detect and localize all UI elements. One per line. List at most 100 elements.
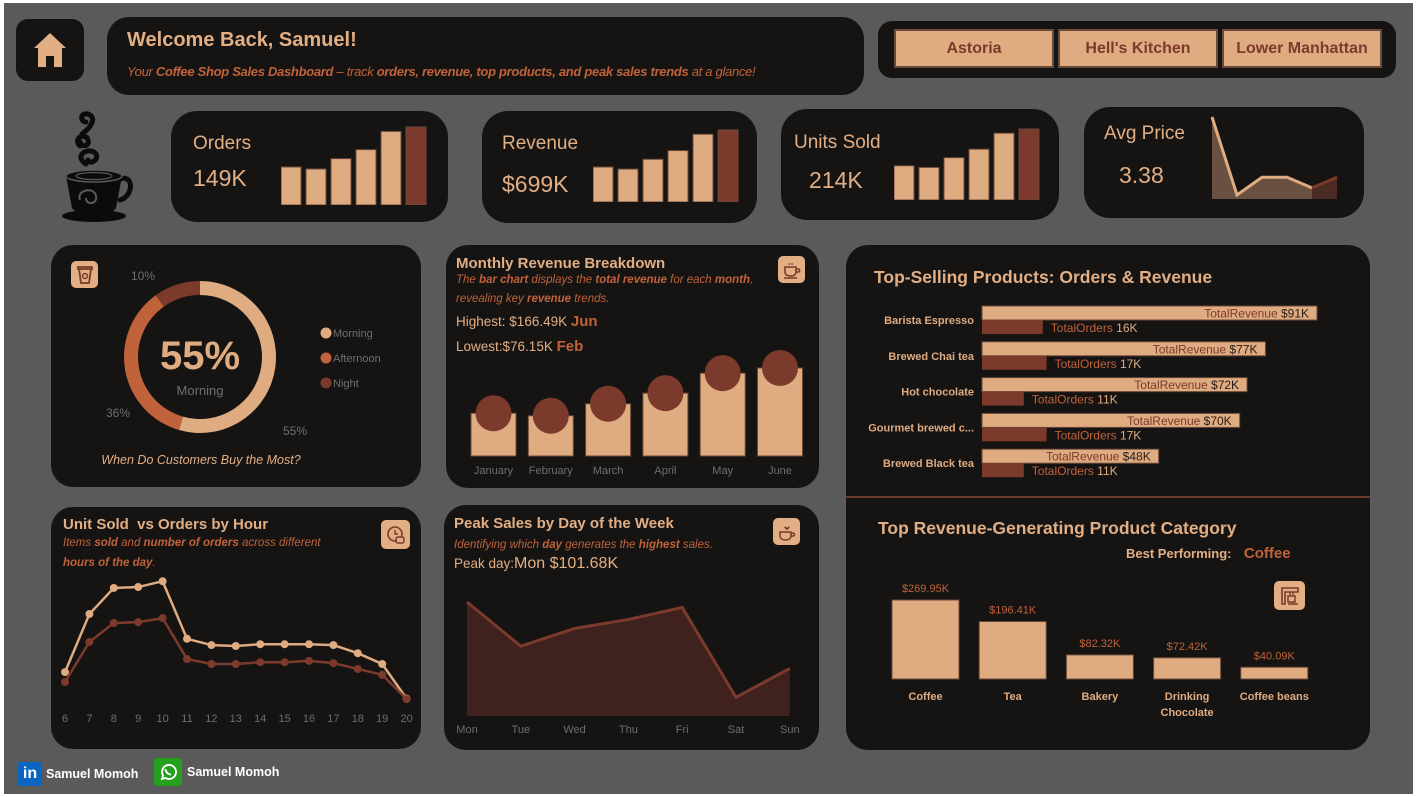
desc-text: Identifying which (454, 539, 543, 551)
avg-price-trend-chart (1210, 116, 1338, 199)
hourly-data-point (231, 660, 240, 668)
monthly-title: Monthly Revenue Breakdown (456, 255, 666, 272)
kpi-avg-price-card: Avg Price 3.38 (1084, 107, 1364, 218)
orders-series-name: TotalOrders (1055, 357, 1120, 371)
welcome-title: Welcome Back, Samuel! (127, 29, 357, 51)
location-slicer: Astoria Hell's Kitchen Lower Manhattan (878, 21, 1396, 78)
weekday-description: Identifying which day generates the high… (454, 537, 713, 553)
peak-label: Peak day: (454, 556, 515, 571)
hourly-data-point (256, 658, 265, 667)
orders-trend-bar (281, 166, 302, 205)
revenue-trend-bar (717, 129, 739, 202)
product-label: Barista Espresso (884, 315, 974, 327)
desc-text: Items (63, 537, 95, 549)
hourly-data-point (280, 658, 289, 667)
subtitle-text: – track (333, 64, 377, 79)
category-bar (1153, 657, 1222, 680)
hourly-data-point (353, 664, 362, 673)
location-button-lower-manhattan[interactable]: Lower Manhattan (1222, 29, 1382, 68)
category-label: Coffee beans (1240, 691, 1309, 703)
hourly-data-point (183, 634, 191, 643)
hourly-data-point (305, 656, 313, 665)
month-label: April (654, 465, 676, 477)
lowest-label: Lowest: (456, 339, 503, 354)
hourly-data-point (134, 583, 143, 592)
peak-day: Peak day:Mon $101.68K (454, 555, 618, 573)
orders-value: 16K (1116, 321, 1137, 335)
desc-text: day (542, 539, 563, 551)
home-button[interactable] (16, 19, 84, 81)
monthly-revenue-chart: January February March April May June (470, 350, 803, 477)
highest-month: Jun (570, 313, 598, 330)
desc-text: sold (94, 537, 118, 549)
avg-price-line (1210, 116, 1313, 198)
units-trend-bar (918, 166, 940, 200)
welcome-subtitle: Your Coffee Shop Sales Dashboard – track… (127, 64, 756, 79)
avg-price-line-latest (1311, 175, 1338, 190)
location-button-astoria[interactable]: Astoria (894, 29, 1054, 68)
desc-text: trends. (571, 293, 610, 305)
monthly-bar-cap (704, 355, 741, 392)
linkedin-link[interactable]: in Samuel Momoh (18, 762, 138, 786)
day-label: Sun (780, 724, 800, 736)
hour-label: 13 (230, 713, 242, 725)
orders-trend-bar (380, 130, 402, 205)
units-trend-bar (1018, 128, 1040, 200)
hourly-data-point (231, 642, 240, 650)
desc-text: total revenue (595, 274, 667, 286)
revenue-value: $77K (1229, 342, 1257, 356)
top-products-bar-chart: Barista Espresso TotalRevenue $91K TotalOr… (868, 305, 1318, 478)
revenue-series-name: TotalRevenue (1204, 307, 1281, 321)
day-label: Wed (563, 724, 585, 736)
heart-coffee-badge-icon (773, 518, 800, 545)
hourly-data-point (158, 614, 167, 623)
revenue-data-label: TotalRevenue $91K (1204, 307, 1309, 321)
monthly-lowest: Lowest:$76.15K Feb (456, 338, 583, 355)
orders-trend-bar (405, 126, 427, 205)
kpi-units-label: Units Sold (794, 132, 881, 153)
hourly-data-point (305, 640, 313, 649)
hourly-description: Items sold and number of orders across d… (63, 533, 363, 573)
linkedin-icon: in (18, 762, 42, 786)
whatsapp-link[interactable]: Samuel Momoh (154, 758, 279, 786)
revenue-value: $91K (1281, 307, 1309, 321)
location-button-hells-kitchen[interactable]: Hell's Kitchen (1058, 29, 1218, 68)
desc-text: revealing key (456, 293, 527, 305)
hour-label: 8 (111, 713, 117, 725)
revenue-data-label: TotalRevenue $70K (1127, 414, 1232, 428)
category-label: Bakery (1082, 691, 1120, 703)
coffee-machine-badge-icon (1274, 581, 1305, 610)
hourly-data-point (378, 660, 387, 668)
revenue-series-name: TotalRevenue (1046, 450, 1123, 464)
month-label: June (768, 465, 792, 477)
revenue-value: $48K (1123, 450, 1151, 464)
orders-data-label: TotalOrders 17K (1055, 428, 1142, 442)
day-label: Fri (676, 724, 689, 736)
top-products-title: Top-Selling Products: Orders & Revenue (874, 267, 1213, 287)
revenue-data-label: TotalRevenue $48K (1046, 450, 1151, 464)
category-label: Drinking Chocolate (1161, 691, 1214, 719)
hourly-data-point (353, 649, 362, 658)
kpi-units-card: Units Sold 214K (781, 109, 1059, 220)
monthly-bar-cap (590, 385, 627, 422)
monthly-bar-cap (762, 350, 798, 386)
hourly-data-point (329, 659, 338, 668)
kpi-avg-price-value: 3.38 (1119, 162, 1164, 188)
product-label: Gourmet brewed c... (868, 422, 974, 434)
linkedin-name: Samuel Momoh (46, 767, 139, 781)
hourly-data-point (134, 618, 143, 627)
desc-text: for each (666, 274, 715, 286)
lowest-month: Feb (556, 338, 584, 355)
donut-slice-afternoon (123, 295, 183, 431)
coffee-cup-icon (62, 111, 133, 222)
hour-label: 18 (352, 713, 364, 725)
desc-text: highest (638, 539, 680, 551)
kpi-orders-card: Orders 149K (171, 111, 448, 222)
legend-label: Afternoon (333, 353, 381, 365)
orders-bar (982, 391, 1024, 406)
day-label: Tue (512, 724, 531, 736)
avg-price-area-latest (1312, 177, 1337, 199)
hourly-data-point (109, 583, 118, 592)
hour-label: 16 (303, 713, 315, 725)
category-value-label: $196.41K (989, 605, 1037, 617)
